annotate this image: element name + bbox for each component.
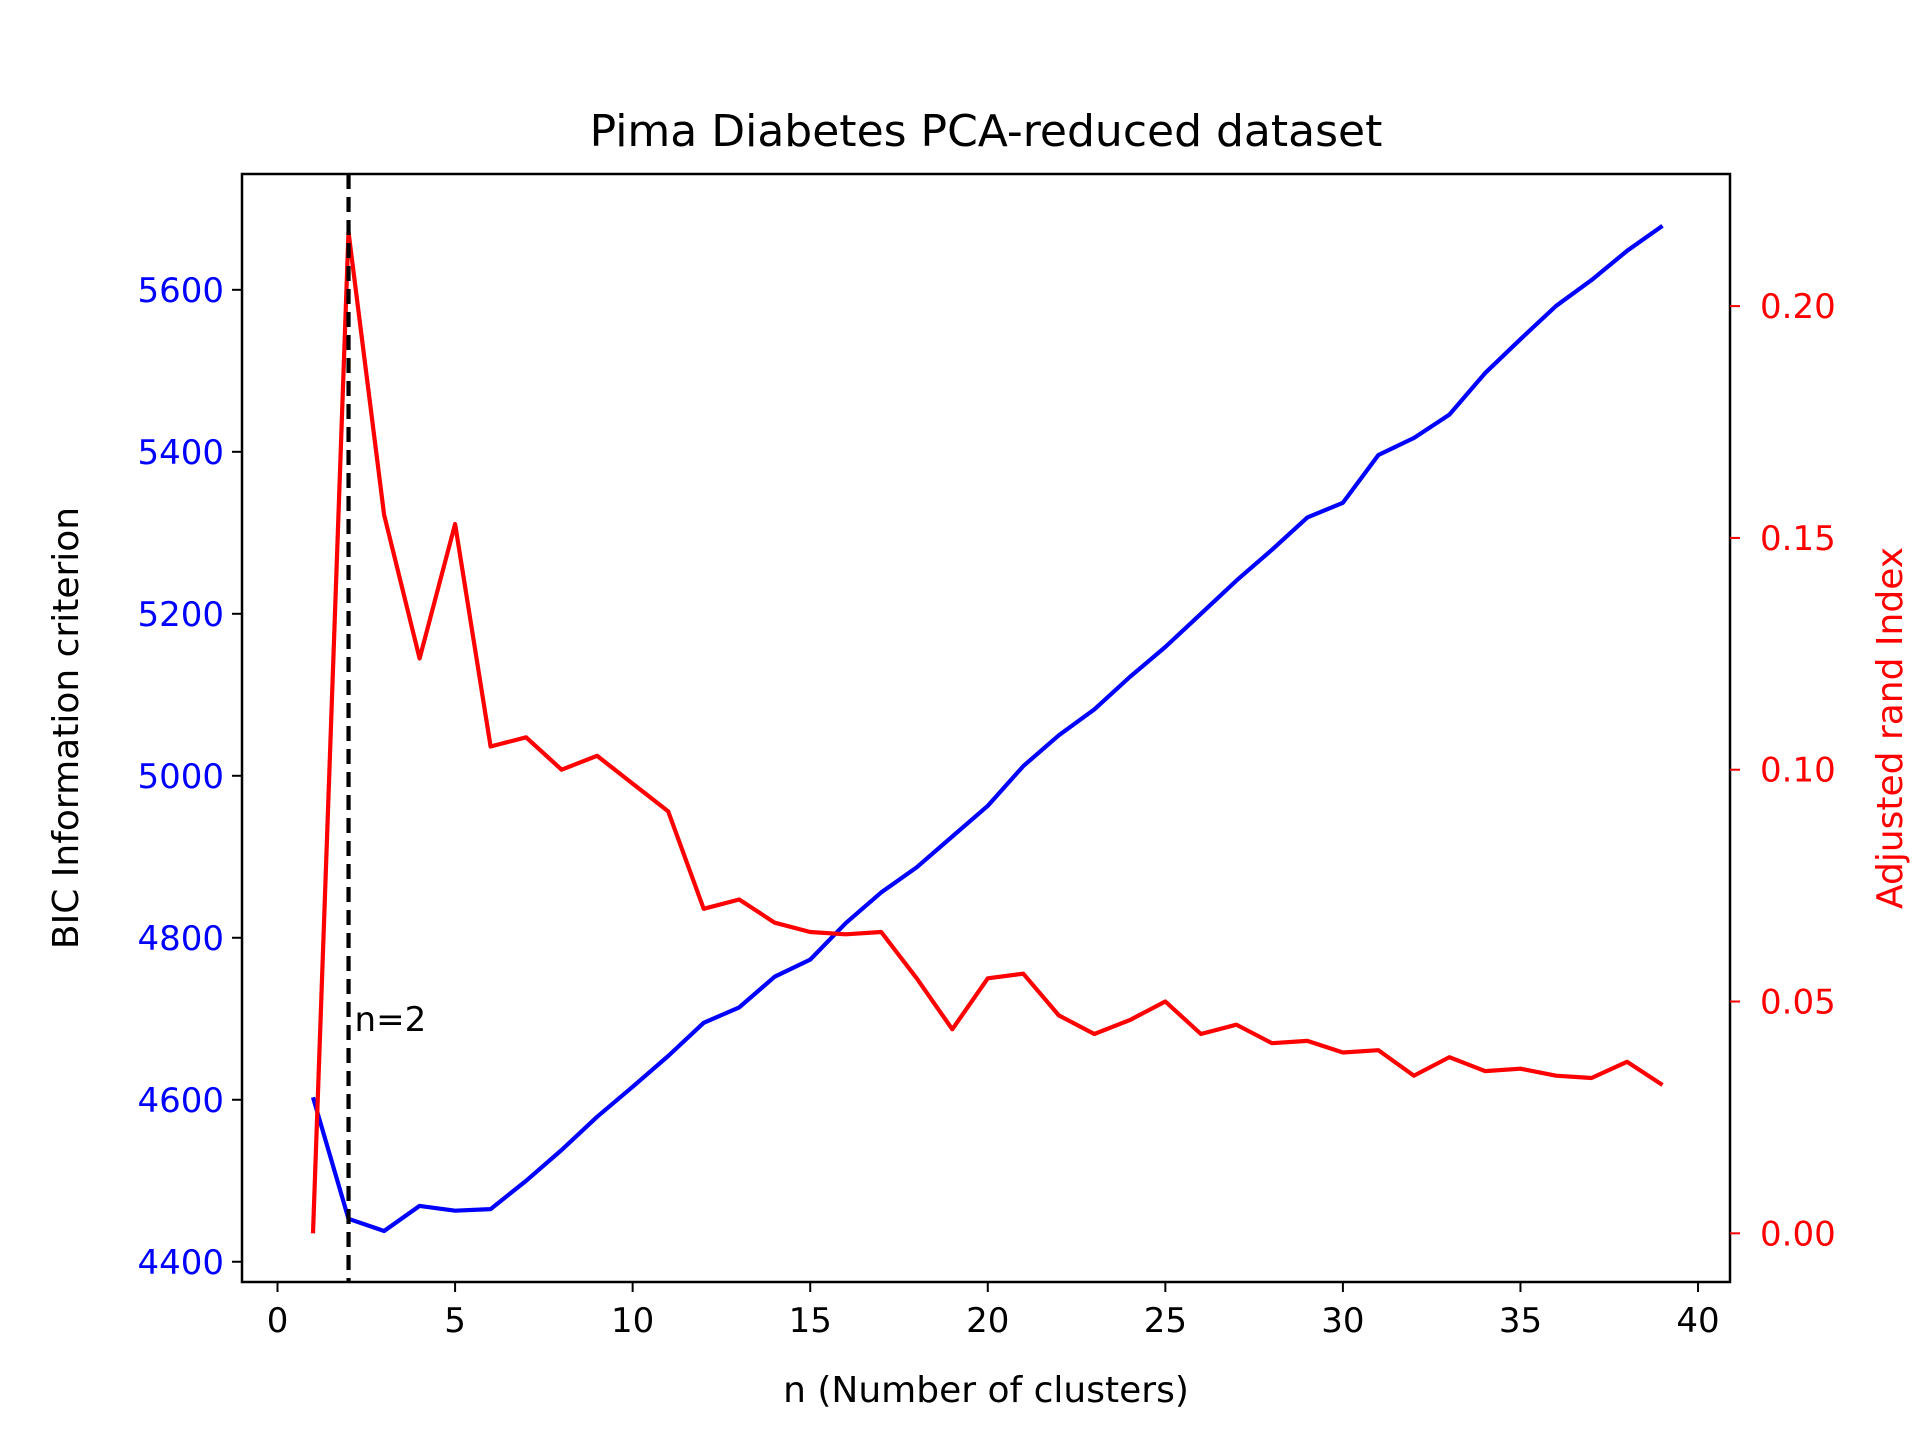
left-y-axis-ticks: 4400 4600 4800 5000 5200 5400 5600	[137, 271, 242, 1283]
right-y-tick-label: 0.15	[1760, 519, 1836, 559]
right-y-tick-label: 0.00	[1760, 1214, 1836, 1254]
x-axis-title: n (Number of clusters)	[783, 1370, 1189, 1411]
x-tick-label: 40	[1676, 1301, 1719, 1341]
left-y-tick-label: 5600	[137, 271, 224, 311]
right-y-axis-title: Adjusted rand Index	[1870, 547, 1911, 909]
reference-vline-label: n=2	[355, 1000, 427, 1040]
plot-frame	[240, 172, 1732, 1284]
bic-series-line	[310, 224, 1664, 1234]
x-tick-label: 20	[966, 1301, 1009, 1341]
ari-series-line	[310, 229, 1664, 1234]
left-y-tick-label: 5000	[137, 757, 224, 797]
x-tick-label: 25	[1144, 1301, 1187, 1341]
right-y-tick-label: 0.20	[1760, 287, 1836, 327]
x-tick-label: 10	[611, 1301, 654, 1341]
left-y-axis-title: BIC Information criterion	[46, 507, 87, 949]
reference-line-group: n=2	[346, 174, 427, 1282]
left-y-tick-label: 4600	[137, 1081, 224, 1121]
x-tick-label: 0	[267, 1301, 289, 1341]
left-y-tick-label: 4400	[137, 1243, 224, 1283]
right-y-tick-label: 0.05	[1760, 983, 1836, 1023]
x-tick-label: 35	[1499, 1301, 1542, 1341]
left-y-tick-label: 5400	[137, 433, 224, 473]
x-axis-ticks: 0 5 10 15 20 25 30 35 40	[267, 1282, 1720, 1341]
series-lines	[310, 224, 1664, 1234]
x-tick-label: 30	[1321, 1301, 1364, 1341]
left-y-tick-label: 4800	[137, 919, 224, 959]
chart-title: Pima Diabetes PCA-reduced dataset	[590, 106, 1383, 157]
right-y-axis-ticks: 0.00 0.05 0.10 0.15 0.20	[1730, 287, 1836, 1254]
right-y-tick-label: 0.10	[1760, 751, 1836, 791]
x-tick-label: 5	[444, 1301, 466, 1341]
x-tick-label: 15	[789, 1301, 832, 1341]
left-y-tick-label: 5200	[137, 595, 224, 635]
